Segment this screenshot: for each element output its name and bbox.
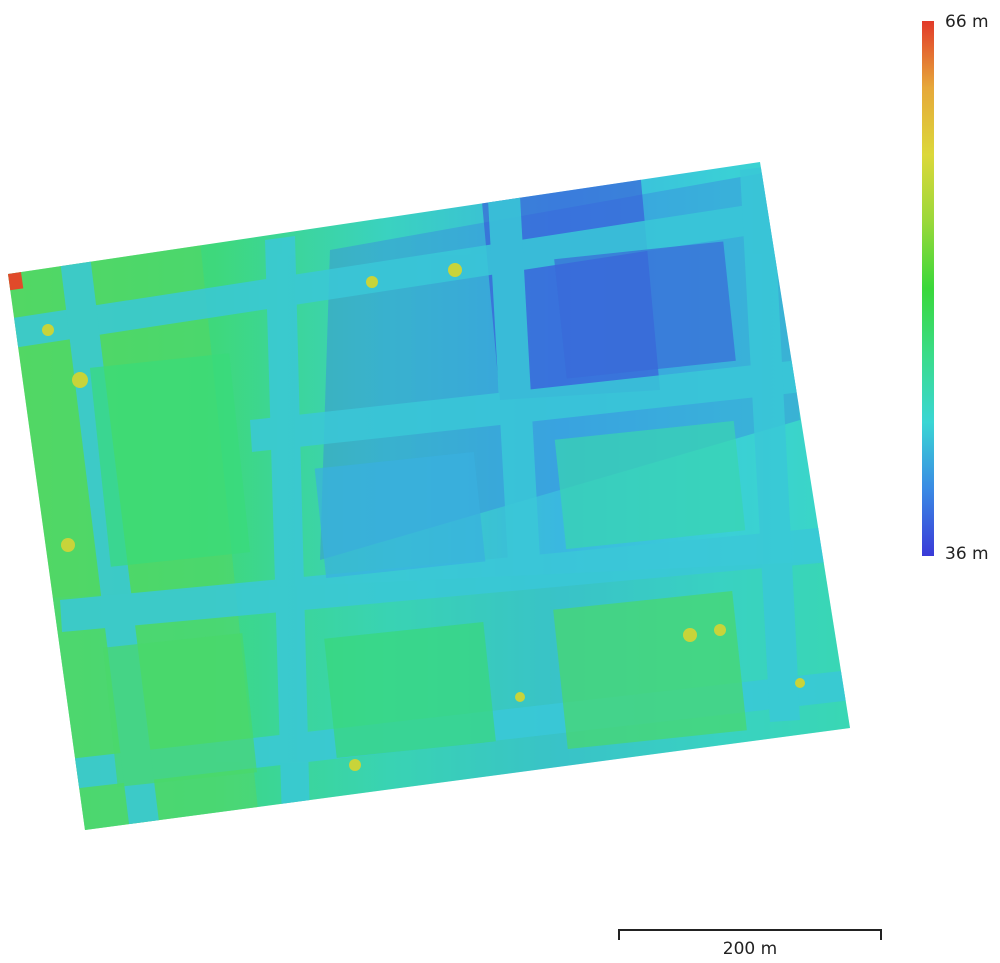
scale-bar-line [618, 929, 882, 931]
legend-max-label: 66 m [945, 12, 989, 32]
scale-bar-label: 200 m [722, 939, 778, 959]
legend-min-label: 36 m [945, 544, 989, 564]
orthomosaic-area [8, 162, 850, 830]
tree-canopy [42, 263, 805, 771]
scale-bar [618, 929, 882, 941]
elevation-legend-bar [922, 21, 934, 556]
scale-bar-tick-left [618, 929, 620, 940]
scale-bar-tick-right [880, 929, 882, 940]
building-blocks [89, 241, 747, 787]
